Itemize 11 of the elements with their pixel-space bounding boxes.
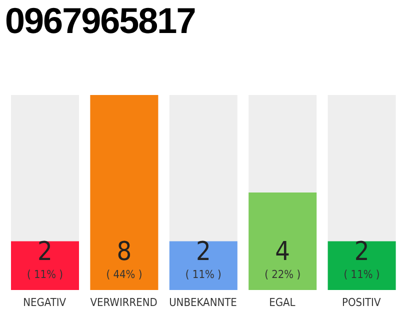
x-tick-label: UNBEKANNTE bbox=[169, 296, 237, 309]
chart-title: 0967965817 bbox=[5, 0, 196, 42]
x-tick-label: EGAL bbox=[269, 296, 296, 309]
data-label: 8 ( 44% ) bbox=[106, 237, 142, 281]
data-label: 2 ( 11% ) bbox=[344, 237, 380, 281]
data-label: 2 ( 11% ) bbox=[185, 237, 222, 281]
x-tick-label: POSITIV bbox=[342, 296, 381, 309]
x-tick-label: VERWIRREND bbox=[90, 296, 158, 309]
data-label: 4 ( 22% ) bbox=[264, 237, 301, 281]
x-tick-label: NEGATIV bbox=[23, 296, 66, 309]
data-label: 2 ( 11% ) bbox=[26, 237, 64, 281]
